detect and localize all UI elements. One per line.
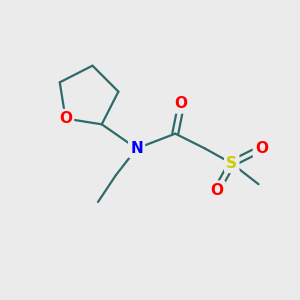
Text: S: S <box>226 156 237 171</box>
Text: N: N <box>130 141 143 156</box>
Text: O: O <box>255 141 268 156</box>
Text: O: O <box>59 111 72 126</box>
Text: O: O <box>210 183 224 198</box>
Text: O: O <box>175 96 188 111</box>
